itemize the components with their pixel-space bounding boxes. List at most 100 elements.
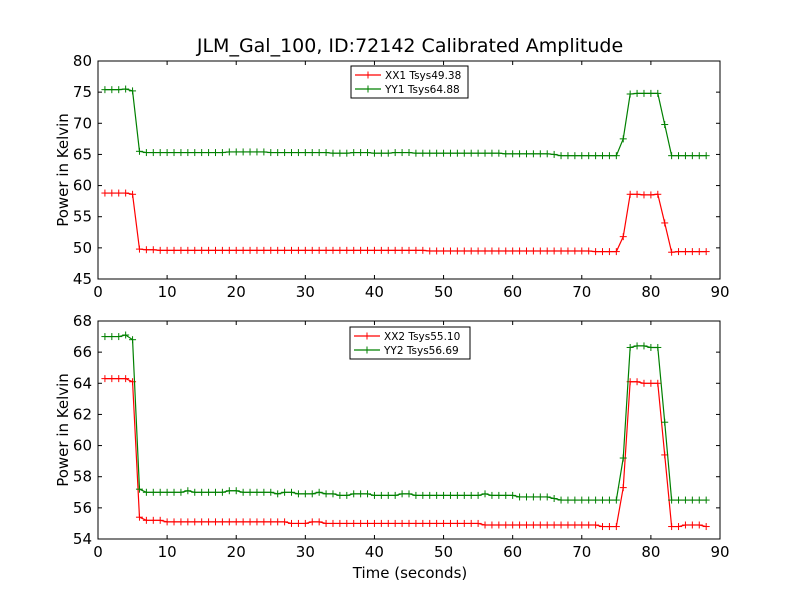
data-point (488, 491, 496, 499)
x-tick-label: 90 (710, 283, 729, 301)
data-point (675, 152, 683, 160)
data-point (232, 518, 240, 526)
data-point (391, 246, 399, 254)
data-point (198, 488, 206, 496)
data-point (225, 246, 233, 254)
x-tick-label: 40 (365, 283, 384, 301)
legend-box (350, 65, 469, 99)
data-point (377, 149, 385, 157)
axes-frame (97, 60, 721, 280)
data-point (115, 189, 123, 197)
data-point (142, 488, 150, 496)
data-point (308, 149, 316, 157)
data-point (675, 248, 683, 256)
data-point (149, 246, 157, 254)
data-point (543, 247, 551, 255)
data-point (446, 247, 454, 255)
data-point (218, 246, 226, 254)
data-point (453, 149, 461, 157)
data-point (246, 148, 254, 156)
data-point (135, 513, 143, 521)
y-tick-label: 64 (73, 374, 92, 392)
data-point (695, 152, 703, 160)
x-tick-label: 80 (641, 283, 660, 301)
data-point (612, 523, 620, 531)
data-point (516, 493, 524, 501)
y-tick-label: 50 (73, 239, 92, 257)
data-point (288, 246, 296, 254)
data-point (343, 149, 351, 157)
data-point (336, 491, 344, 499)
data-point (232, 487, 240, 495)
data-point (668, 248, 676, 256)
data-point (329, 519, 337, 527)
data-point (647, 89, 655, 97)
data-point (557, 521, 565, 529)
data-point (571, 152, 579, 160)
data-point (364, 246, 372, 254)
data-point (688, 248, 696, 256)
data-point (467, 247, 475, 255)
data-point (529, 150, 537, 158)
data-point (398, 519, 406, 527)
data-point (156, 246, 164, 254)
x-tick-label: 10 (158, 283, 177, 301)
data-point (211, 246, 219, 254)
data-point (550, 150, 558, 158)
data-point (550, 247, 558, 255)
data-point (343, 491, 351, 499)
data-point (384, 246, 392, 254)
data-point (564, 152, 572, 160)
data-point (149, 149, 157, 157)
data-point (543, 521, 551, 529)
data-point (239, 488, 247, 496)
data-point (294, 519, 302, 527)
data-point (668, 496, 676, 504)
y-tick-label: 75 (73, 83, 92, 101)
data-point (543, 493, 551, 501)
data-point (695, 496, 703, 504)
data-point (391, 519, 399, 527)
y-tick-label: 80 (73, 52, 92, 70)
data-point (502, 491, 510, 499)
data-point (370, 149, 378, 157)
data-point (529, 493, 537, 501)
data-point (370, 246, 378, 254)
data-point (122, 189, 130, 197)
data-point (357, 246, 365, 254)
data-point (405, 519, 413, 527)
y-tick-label: 60 (73, 437, 92, 455)
data-point (274, 518, 282, 526)
data-point (260, 488, 268, 496)
data-point (315, 518, 323, 526)
data-point (267, 518, 275, 526)
data-point (163, 246, 171, 254)
data-point (129, 190, 137, 198)
data-point (702, 496, 710, 504)
data-point (177, 488, 185, 496)
data-point (412, 149, 420, 157)
data-point (654, 379, 662, 387)
data-point (239, 518, 247, 526)
data-point (460, 519, 468, 527)
data-point (294, 246, 302, 254)
data-point (101, 189, 109, 197)
data-point (592, 152, 600, 160)
data-point (681, 521, 689, 529)
data-point (446, 491, 454, 499)
y-tick-label: 58 (73, 468, 92, 486)
data-point (156, 516, 164, 524)
data-point (142, 246, 150, 254)
data-point (211, 488, 219, 496)
data-point (350, 519, 358, 527)
data-point (516, 521, 524, 529)
data-point (281, 488, 289, 496)
data-point (522, 247, 530, 255)
x-tick-label: 90 (710, 543, 729, 561)
data-point (301, 149, 309, 157)
data-point (619, 233, 627, 241)
data-point (647, 343, 655, 351)
data-point (350, 149, 358, 157)
data-point (108, 375, 116, 383)
chart-top: JLM_Gal_100, ID:72142 Calibrated Amplitu… (54, 35, 730, 301)
